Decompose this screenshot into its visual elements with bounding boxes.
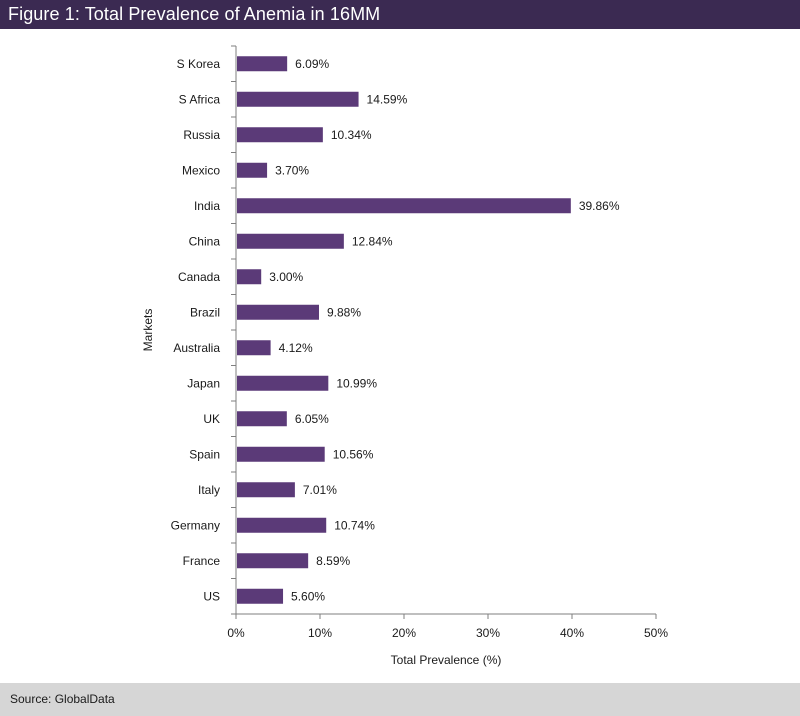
- category-label: Australia: [173, 341, 220, 355]
- x-tick-label: 20%: [392, 626, 416, 640]
- category-label: US: [203, 589, 220, 603]
- value-label: 7.01%: [303, 483, 337, 497]
- source-note: Source: GlobalData: [0, 683, 800, 716]
- chart-area: S Korea 6.09% S Africa 14.59% Russia 10.34% Me…: [0, 29, 800, 683]
- value-label: 4.12%: [279, 341, 313, 355]
- x-tick-label: 30%: [476, 626, 500, 640]
- category-label: China: [189, 234, 221, 248]
- bar-mexico: [237, 162, 268, 178]
- category-label: Mexico: [182, 163, 220, 177]
- figure-title: Figure 1: Total Prevalence of Anemia in …: [0, 0, 800, 29]
- category-label: Germany: [171, 518, 220, 532]
- bar-italy: [237, 482, 295, 498]
- value-label: 39.86%: [579, 199, 620, 213]
- value-label: 10.74%: [334, 518, 375, 532]
- category-label: S Africa: [179, 92, 221, 106]
- bars-group: S Korea 6.09% S Africa 14.59% Russia 10.34% Me…: [171, 56, 620, 604]
- value-label: 3.00%: [269, 270, 303, 284]
- category-label: UK: [203, 412, 220, 426]
- x-tick-label: 0%: [227, 626, 245, 640]
- value-label: 10.99%: [336, 376, 377, 390]
- bar-china: [237, 233, 344, 249]
- bar-germany: [237, 517, 327, 533]
- category-label: Spain: [189, 447, 220, 461]
- bar-s-africa: [237, 91, 359, 107]
- bar-australia: [237, 340, 271, 356]
- value-label: 3.70%: [275, 163, 309, 177]
- bar-canada: [237, 269, 262, 285]
- bar-russia: [237, 127, 323, 143]
- value-label: 14.59%: [367, 92, 408, 106]
- value-label: 6.09%: [295, 57, 329, 71]
- value-label: 8.59%: [316, 554, 350, 568]
- x-tick-label: 40%: [560, 626, 584, 640]
- bar-japan: [237, 375, 329, 391]
- category-label: Japan: [187, 376, 220, 390]
- value-label: 9.88%: [327, 305, 361, 319]
- bar-s-korea: [237, 56, 288, 72]
- value-label: 12.84%: [352, 234, 393, 248]
- value-label: 5.60%: [291, 589, 325, 603]
- value-label: 10.34%: [331, 128, 372, 142]
- x-tick-label: 10%: [308, 626, 332, 640]
- bar-france: [237, 553, 309, 569]
- category-label: Brazil: [190, 305, 220, 319]
- bar-india: [237, 198, 571, 214]
- category-label: Canada: [178, 270, 220, 284]
- category-label: Russia: [183, 128, 220, 142]
- category-label: Italy: [198, 483, 220, 497]
- category-label: India: [194, 199, 220, 213]
- x-axis-title: Total Prevalence (%): [391, 653, 502, 667]
- x-tick-label: 50%: [644, 626, 668, 640]
- value-label: 6.05%: [295, 412, 329, 426]
- y-axis-title: Markets: [141, 309, 155, 352]
- category-label: S Korea: [177, 57, 221, 71]
- bar-brazil: [237, 304, 319, 320]
- bar-uk: [237, 411, 287, 427]
- bar-spain: [237, 446, 325, 462]
- axes-group: 0% 10% 20% 30% 40% 50%: [227, 45, 668, 640]
- value-label: 10.56%: [333, 447, 374, 461]
- category-label: France: [183, 554, 221, 568]
- bar-chart: S Korea 6.09% S Africa 14.59% Russia 10.34% Me…: [141, 45, 668, 667]
- bar-us: [237, 588, 284, 604]
